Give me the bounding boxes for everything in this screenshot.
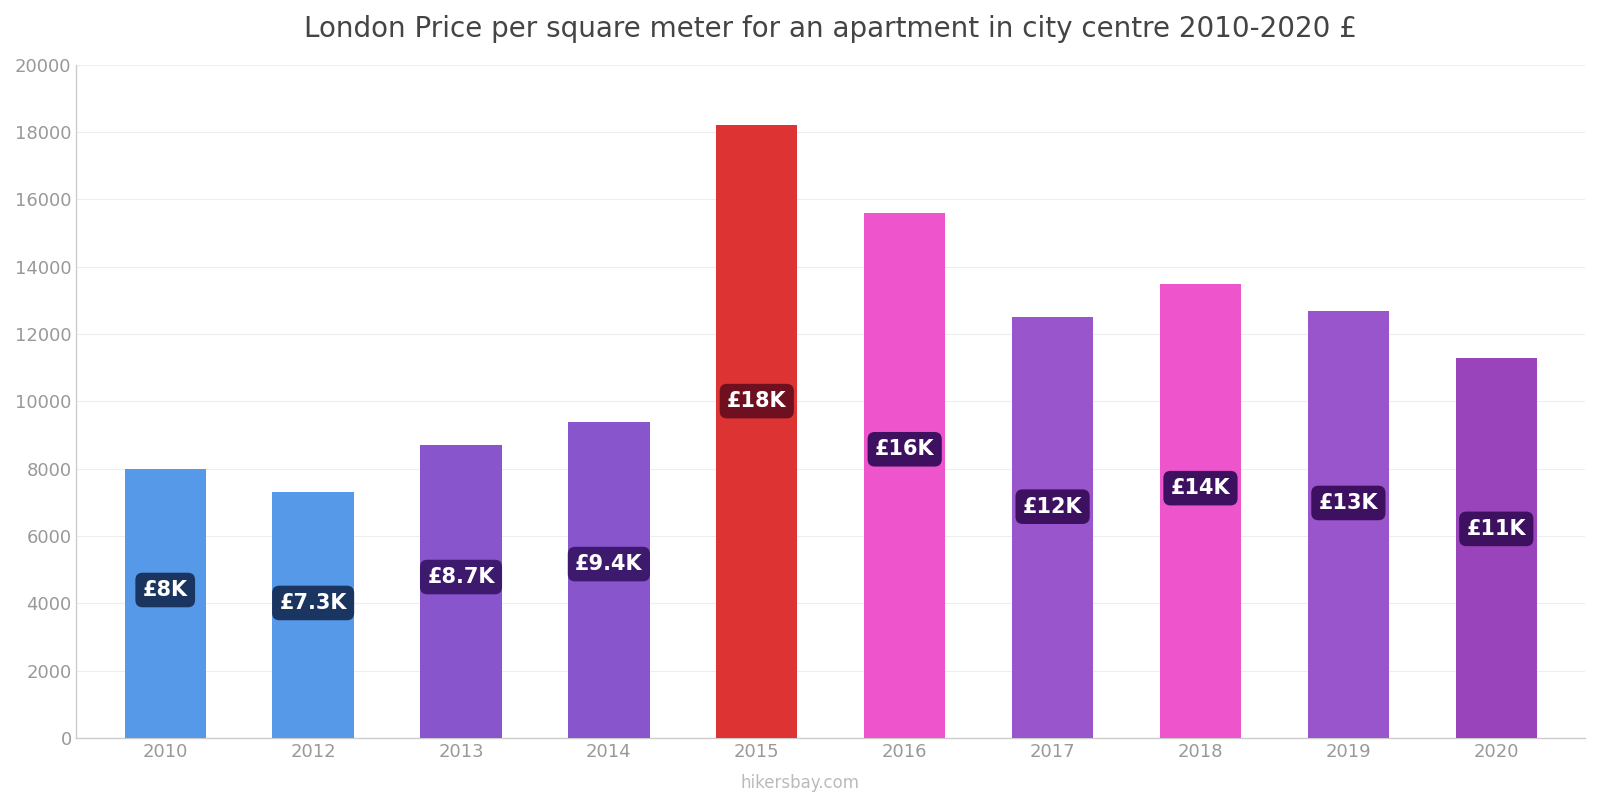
- Text: £18K: £18K: [726, 391, 787, 411]
- Text: £13K: £13K: [1318, 493, 1378, 513]
- Bar: [1456, 358, 1538, 738]
- Bar: [864, 213, 946, 738]
- Text: £14K: £14K: [1171, 478, 1230, 498]
- Bar: [568, 422, 650, 738]
- Text: £11K: £11K: [1467, 519, 1526, 539]
- Text: £16K: £16K: [875, 439, 934, 459]
- Bar: [1011, 318, 1093, 738]
- Bar: [1307, 310, 1389, 738]
- Text: £7.3K: £7.3K: [280, 593, 347, 613]
- Text: hikersbay.com: hikersbay.com: [741, 774, 859, 792]
- Text: £8.7K: £8.7K: [427, 567, 494, 587]
- Title: London Price per square meter for an apartment in city centre 2010-2020 £: London Price per square meter for an apa…: [304, 15, 1357, 43]
- Bar: [272, 492, 354, 738]
- Bar: [1160, 284, 1242, 738]
- Text: £12K: £12K: [1022, 497, 1082, 517]
- Text: £8K: £8K: [142, 580, 187, 600]
- Bar: [717, 126, 797, 738]
- Text: £9.4K: £9.4K: [574, 554, 643, 574]
- Bar: [125, 469, 206, 738]
- Bar: [421, 446, 502, 738]
